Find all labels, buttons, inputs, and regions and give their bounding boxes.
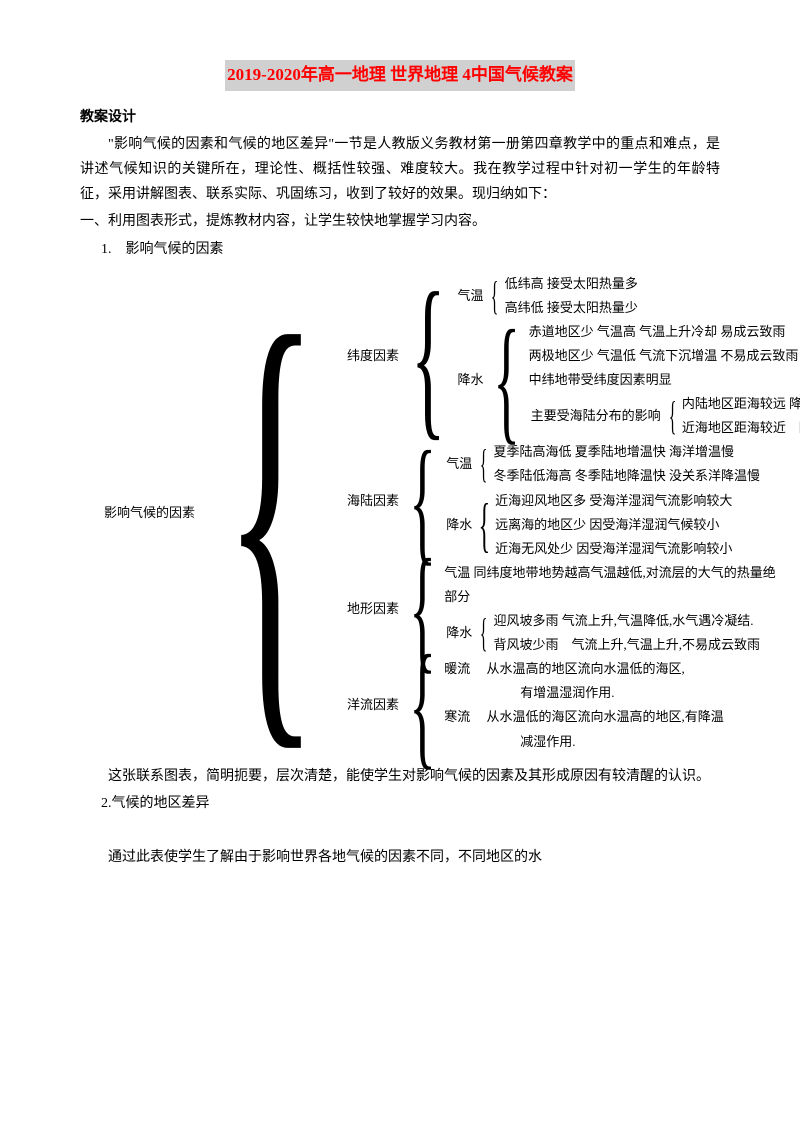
brace: { [479, 440, 488, 488]
factor-current: 洋流因素 [343, 657, 403, 753]
label-precip: 降水 [453, 320, 487, 440]
factor-sealand: 海陆因素 [343, 440, 403, 560]
label-temp: 气温 [453, 272, 487, 320]
factors-tree: 影响气候的因素 { 纬度因素 { 气温 { 低纬高 接受太阳热量多 高纬低 接受… [100, 272, 720, 754]
leaf: 夏季陆高海低 夏季陆地增温快 海洋增温慢 [491, 440, 762, 464]
leaf: 背风坡少雨 气流上升,气温上升,不易成云致雨 [491, 633, 762, 657]
intro-para: "影响气候的因素和气候的地区差异"一节是人教版义务教材第一册第四章教学中的重点和… [80, 132, 720, 208]
leaf: 高纬低 接受太阳热量少 [503, 296, 640, 320]
outline-1: 一、利用图表形式，提炼教材内容，让学生较快地掌握学习内容。 [80, 209, 720, 234]
brace: { [408, 657, 436, 753]
leaf: 近海无风处少 因受海洋湿润气流影响较小 [493, 537, 734, 561]
leaf: 赤道地区少 气温高 气温上升冷却 易成云致雨 [527, 320, 800, 344]
root-label: 影响气候的因素 [100, 272, 199, 754]
outline-1-2: 2.气候的地区差异 [80, 791, 720, 816]
leaf: 近海地区距海较近 降水多 [680, 416, 800, 440]
brace: { [493, 320, 521, 440]
leaf: 冬季陆低海高 冬季陆地降温快 没关系洋降温慢 [491, 464, 762, 488]
factor-latitude: 纬度因素 [343, 272, 403, 441]
brace: { [410, 272, 446, 441]
label-precip: 降水 [442, 489, 476, 561]
leaf: 内陆地区距海较远 降水少 [680, 392, 800, 416]
closing-para: 通过此表使学生了解由于影响世界各地气候的因素不同，不同地区的水 [80, 845, 720, 870]
outline-1-1: 1. 影响气候的因素 [80, 237, 720, 262]
leaf: 低纬高 接受太阳热量多 [503, 272, 640, 296]
leaf: 中纬地带受纬度因素明显 [527, 368, 800, 392]
label-sealand: 主要受海陆分布的影响 [527, 392, 665, 440]
brace: { [479, 609, 488, 657]
leaf: 气温 同纬度地带地势越高气温越低,对流层的大气的热量绝 [442, 561, 778, 585]
leaf: 近海迎风地区多 受海洋湿润气流影响较大 [493, 489, 734, 513]
leaf: 寒流 从水温低的海区流向水温高的地区,有降温 [442, 705, 726, 729]
label-precip: 降水 [442, 609, 476, 657]
factor-terrain: 地形因素 [343, 561, 403, 657]
leaf: 远离海的地区少 因受海洋湿润气候较小 [493, 513, 734, 537]
leaf: 迎风坡多雨 气流上升,气温降低,水气遇冷凝结. [491, 609, 762, 633]
leaf: 减湿作用. [442, 730, 726, 754]
summary-para: 这张联系图表，简明扼要，层次清楚，能使学生对影响气候的因素及其形成原因有较清醒的… [80, 764, 720, 789]
leaf: 有增温湿润作用. [442, 681, 726, 705]
leaf: 两极地区少 气温低 气流下沉增温 不易成云致雨 [527, 344, 800, 368]
brace: { [478, 489, 491, 561]
label-temp: 气温 [442, 440, 476, 488]
leaf: 部分 [442, 585, 778, 609]
brace: { [222, 272, 320, 754]
leaf: 暖流 从水温高的地区流向水温低的海区, [442, 657, 726, 681]
brace: { [668, 392, 677, 440]
page-title: 2019-2020年高一地理 世界地理 4中国气候教案 [225, 60, 575, 91]
section-header: 教案设计 [80, 105, 720, 130]
